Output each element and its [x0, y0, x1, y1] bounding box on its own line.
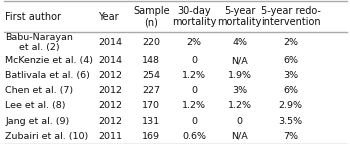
Text: McKenzie et al. (4): McKenzie et al. (4) [5, 56, 93, 65]
Text: 0: 0 [237, 116, 243, 126]
Text: First author: First author [5, 12, 61, 22]
Text: 0: 0 [191, 116, 197, 126]
Text: Chen et al. (7): Chen et al. (7) [5, 86, 74, 95]
Text: Year: Year [98, 12, 119, 22]
Text: N/A: N/A [231, 132, 248, 141]
Text: Babu-Narayan
et al. (2): Babu-Narayan et al. (2) [5, 33, 73, 52]
Text: 2014: 2014 [98, 38, 122, 47]
Text: 3%: 3% [283, 71, 298, 80]
Text: 0: 0 [191, 56, 197, 65]
Text: 5-year redo-
intervention: 5-year redo- intervention [260, 6, 321, 27]
Text: 131: 131 [142, 116, 160, 126]
Text: 2012: 2012 [98, 116, 122, 126]
Text: 169: 169 [142, 132, 160, 141]
Text: 227: 227 [142, 86, 160, 95]
Text: 2011: 2011 [98, 132, 122, 141]
Text: 4%: 4% [232, 38, 247, 47]
Text: 220: 220 [142, 38, 160, 47]
Text: 7%: 7% [283, 132, 298, 141]
Text: 1.2%: 1.2% [182, 101, 206, 110]
Text: 6%: 6% [283, 56, 298, 65]
Text: 3%: 3% [232, 86, 247, 95]
Text: Batlivala et al. (6): Batlivala et al. (6) [5, 71, 90, 80]
Text: 30-day
mortality: 30-day mortality [172, 6, 216, 27]
Text: N/A: N/A [231, 56, 248, 65]
Text: 5-year
mortality: 5-year mortality [218, 6, 262, 27]
Text: 2012: 2012 [98, 86, 122, 95]
Text: Sample
(n): Sample (n) [133, 6, 170, 27]
Text: Lee et al. (8): Lee et al. (8) [5, 101, 66, 110]
Text: 0: 0 [191, 86, 197, 95]
Text: 6%: 6% [283, 86, 298, 95]
Text: 1.9%: 1.9% [228, 71, 252, 80]
Text: 2%: 2% [187, 38, 202, 47]
Text: 254: 254 [142, 71, 160, 80]
Text: 3.5%: 3.5% [279, 116, 302, 126]
Text: 2014: 2014 [98, 56, 122, 65]
Text: 2012: 2012 [98, 101, 122, 110]
Text: 1.2%: 1.2% [182, 71, 206, 80]
Text: Jang et al. (9): Jang et al. (9) [5, 116, 70, 126]
Text: 2012: 2012 [98, 71, 122, 80]
Text: 0.6%: 0.6% [182, 132, 206, 141]
Text: Zubairi et al. (10): Zubairi et al. (10) [5, 132, 89, 141]
Text: 1.2%: 1.2% [228, 101, 252, 110]
Text: 2.9%: 2.9% [279, 101, 302, 110]
Text: 148: 148 [142, 56, 160, 65]
Text: 2%: 2% [283, 38, 298, 47]
Text: 170: 170 [142, 101, 160, 110]
